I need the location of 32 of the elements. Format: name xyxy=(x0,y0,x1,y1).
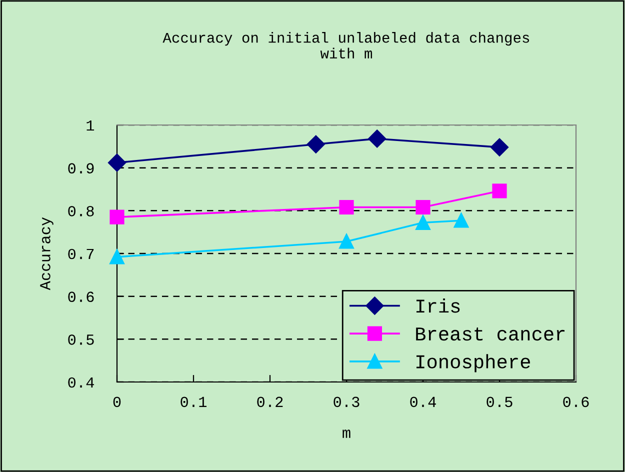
point xyxy=(339,234,354,249)
point xyxy=(110,250,124,264)
legend-label: Iris xyxy=(416,298,460,313)
x-tick-label: 0.1 xyxy=(180,396,207,408)
point xyxy=(110,210,124,224)
legend-label: Ionosphere xyxy=(416,354,530,372)
point xyxy=(368,130,386,148)
y-axis-title: Accuracy xyxy=(40,217,54,290)
x-tick-label: 0.5 xyxy=(486,396,512,408)
x-tick-label: 0.4 xyxy=(410,396,436,408)
point xyxy=(339,200,354,215)
x-tick-label: 0 xyxy=(113,396,121,408)
x-axis-title: m xyxy=(342,430,350,438)
point xyxy=(307,135,325,154)
x-tick-label: 0.6 xyxy=(563,396,589,408)
point xyxy=(416,215,430,230)
y-tick-label: 0.7 xyxy=(68,248,94,260)
point xyxy=(454,213,469,228)
chart-title: Accuracy on initial unlabeled data changes with m xyxy=(162,32,530,58)
legend-label: Breast cancer xyxy=(416,327,565,341)
point xyxy=(108,154,126,172)
point xyxy=(490,138,508,156)
y-tick-label: 0.6 xyxy=(68,292,94,302)
y-tick-label: 0.9 xyxy=(68,163,94,174)
point xyxy=(492,184,507,198)
y-tick-label: 0.5 xyxy=(68,334,94,345)
y-tick-label: 1 xyxy=(86,120,94,131)
y-tick-label: 0.8 xyxy=(68,206,94,216)
x-tick-label: 0.2 xyxy=(257,396,283,408)
x-tick-label: 0.3 xyxy=(334,396,360,408)
y-tick-label: 0.4 xyxy=(68,377,94,388)
point xyxy=(416,200,430,215)
